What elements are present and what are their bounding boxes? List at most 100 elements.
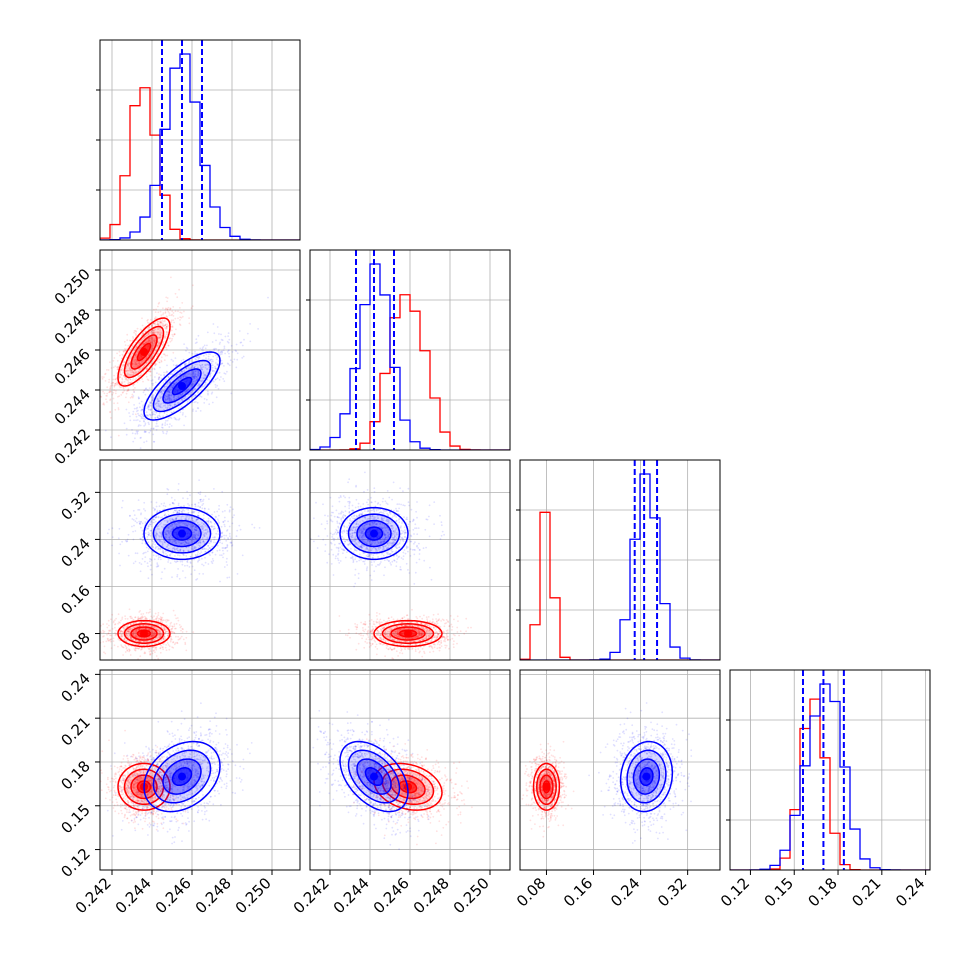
scatter-point: [152, 340, 155, 342]
scatter-point: [214, 367, 217, 370]
scatter-point: [137, 509, 140, 511]
scatter-point: [158, 336, 161, 339]
scatter-point: [145, 334, 148, 337]
scatter-point: [139, 341, 141, 344]
scatter-point: [138, 625, 141, 628]
scatter-point: [187, 541, 190, 544]
scatter-point: [185, 517, 187, 519]
scatter-point: [162, 612, 165, 615]
scatter-point: [399, 636, 401, 639]
scatter-point: [115, 629, 117, 632]
scatter-point: [174, 292, 177, 295]
scatter-point: [146, 367, 149, 370]
scatter-point: [135, 330, 138, 333]
scatter-point: [219, 350, 222, 353]
scatter-point: [182, 374, 185, 377]
scatter-point: [179, 372, 182, 375]
scatter-point: [160, 624, 162, 627]
scatter-point: [133, 330, 136, 332]
scatter-point: [128, 412, 131, 414]
scatter-point: [226, 503, 229, 506]
scatter-point: [147, 379, 150, 382]
scatter-point: [149, 652, 152, 655]
scatter-point: [148, 354, 150, 357]
scatter-point: [182, 549, 185, 552]
scatter-point: [199, 506, 202, 509]
scatter-point: [151, 395, 154, 398]
scatter-point: [184, 540, 187, 543]
scatter-point: [109, 387, 112, 390]
scatter-point: [155, 628, 158, 631]
scatter-point: [197, 356, 200, 359]
scatter-point: [126, 649, 129, 651]
scatter-point: [159, 516, 162, 519]
scatter-point: [171, 325, 174, 328]
scatter-point: [135, 407, 138, 410]
scatter-point: [148, 533, 150, 536]
scatter-point: [122, 360, 125, 363]
scatter-point: [124, 644, 126, 646]
scatter-point: [167, 376, 170, 378]
scatter-point: [212, 355, 215, 358]
scatter-point: [209, 547, 212, 550]
scatter-point: [129, 378, 132, 381]
scatter-point: [154, 402, 157, 405]
scatter-point: [130, 369, 133, 372]
scatter-point: [149, 340, 152, 343]
scatter-point: [177, 504, 180, 507]
scatter-point: [197, 371, 199, 373]
scatter-point: [201, 504, 204, 506]
scatter-point: [196, 373, 199, 376]
scatter-point: [152, 413, 155, 415]
scatter-point: [197, 542, 200, 544]
scatter-point: [144, 621, 147, 623]
scatter-point: [211, 551, 214, 554]
scatter-point: [130, 370, 133, 372]
scatter-point: [396, 630, 399, 633]
scatter-point: [134, 354, 137, 357]
scatter-point: [151, 523, 153, 525]
y-tick-label: 0.24: [57, 535, 93, 571]
scatter-point: [155, 618, 158, 621]
scatter-point: [223, 345, 226, 348]
scatter-point: [135, 346, 138, 349]
scatter-point: [379, 636, 381, 639]
scatter-point: [160, 618, 163, 621]
scatter-point: [147, 577, 150, 580]
scatter-point: [157, 378, 160, 381]
scatter-point: [122, 646, 125, 649]
scatter-point: [170, 373, 173, 375]
scatter-point: [166, 488, 169, 490]
scatter-point: [216, 518, 219, 521]
scatter-point: [209, 554, 211, 556]
scatter-point: [164, 630, 167, 633]
scatter-point: [164, 632, 167, 634]
scatter-point: [216, 363, 219, 366]
scatter-point: [174, 510, 177, 512]
scatter-point: [135, 361, 138, 364]
scatter-point: [156, 402, 158, 405]
scatter-point: [200, 500, 202, 503]
scatter-point: [231, 544, 234, 546]
scatter-point: [165, 420, 167, 422]
scatter-point: [253, 526, 256, 529]
scatter-point: [159, 395, 162, 398]
scatter-point: [160, 624, 163, 627]
scatter-point: [155, 533, 158, 536]
scatter-point: [203, 533, 206, 535]
scatter-point: [220, 363, 223, 365]
scatter-point: [151, 337, 154, 340]
scatter-point: [194, 370, 197, 373]
scatter-point: [217, 514, 220, 517]
scatter-point: [157, 400, 160, 402]
scatter-point: [194, 526, 197, 529]
scatter-point: [150, 345, 153, 348]
scatter-point: [215, 358, 218, 361]
scatter-point: [213, 527, 215, 530]
scatter-point: [135, 639, 138, 641]
scatter-point: [132, 371, 135, 374]
scatter-point: [198, 557, 200, 560]
scatter-point: [135, 631, 138, 633]
scatter-point: [149, 628, 152, 631]
scatter-point: [156, 372, 158, 374]
